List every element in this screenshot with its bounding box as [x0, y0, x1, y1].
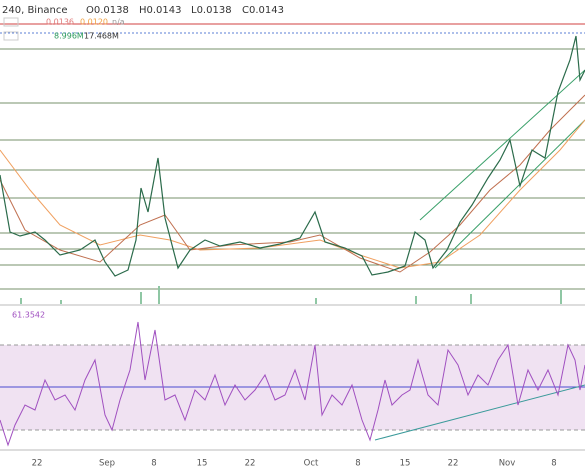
ma-slow-value: 0.0120 — [80, 18, 108, 27]
low: L0.0138 — [191, 5, 232, 16]
time-label: 15 — [400, 459, 411, 469]
time-label: 8 — [151, 459, 156, 469]
close: C0.0143 — [242, 5, 284, 16]
time-label: 22 — [32, 459, 43, 469]
moving-average-fast — [0, 94, 585, 273]
time-label: Oct — [304, 459, 319, 469]
channel-lower — [434, 119, 585, 269]
rsi-trendline — [374, 384, 585, 441]
open: O0.0138 — [86, 5, 129, 16]
rsi-line — [0, 321, 585, 447]
volume-ma-value: 17.468M — [84, 32, 119, 41]
time-label: 15 — [197, 459, 208, 469]
time-label: Sep — [99, 459, 115, 469]
price-line — [0, 35, 585, 277]
time-label: 22 — [448, 459, 459, 469]
toggle-box[interactable] — [3, 17, 19, 27]
moving-average-slow — [0, 119, 585, 269]
volume-bars — [20, 286, 562, 304]
ma-extra-value: n/a — [112, 18, 125, 27]
time-label: 8 — [551, 459, 556, 469]
time-label: 8 — [355, 459, 360, 469]
toggle-box[interactable] — [3, 31, 19, 41]
time-label: 22 — [245, 459, 256, 469]
time-label: Nov — [499, 459, 516, 469]
high: H0.0143 — [139, 5, 182, 16]
rsi-value: 61.3542 — [12, 311, 45, 320]
levels — [0, 48, 585, 290]
symbol: 240, Binance — [2, 5, 68, 16]
ma-fast-value: 0.0136 — [46, 18, 74, 27]
volume-value: 8.996M — [54, 32, 84, 41]
header-bar — [0, 0, 585, 18]
